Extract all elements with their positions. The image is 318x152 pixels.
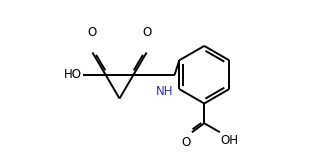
Text: HO: HO [64,68,82,81]
Text: O: O [181,136,190,149]
Text: OH: OH [221,134,239,147]
Text: NH: NH [156,85,174,98]
Text: O: O [88,26,97,38]
Text: O: O [142,26,151,38]
